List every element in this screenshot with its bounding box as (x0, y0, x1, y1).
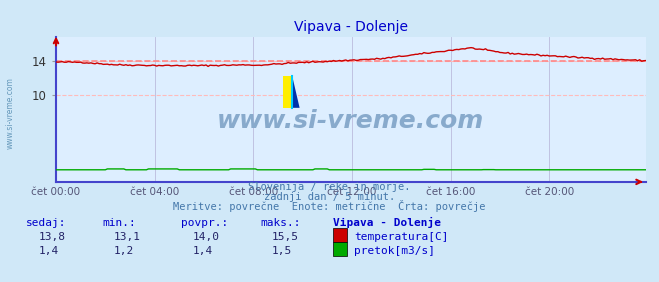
Polygon shape (292, 76, 300, 108)
Text: zadnji dan / 5 minut.: zadnji dan / 5 minut. (264, 192, 395, 202)
Text: www.si-vreme.com: www.si-vreme.com (5, 77, 14, 149)
Text: www.si-vreme.com: www.si-vreme.com (217, 109, 484, 133)
Text: povpr.:: povpr.: (181, 218, 229, 228)
Text: maks.:: maks.: (260, 218, 301, 228)
Text: 14,0: 14,0 (193, 232, 220, 242)
Text: Vipava - Dolenje: Vipava - Dolenje (333, 217, 441, 228)
Text: 1,4: 1,4 (38, 246, 59, 256)
Text: Slovenija / reke in morje.: Slovenija / reke in morje. (248, 182, 411, 191)
Text: 1,5: 1,5 (272, 246, 293, 256)
Text: temperatura[C]: temperatura[C] (354, 232, 448, 242)
Text: pretok[m3/s]: pretok[m3/s] (354, 246, 435, 256)
Text: min.:: min.: (102, 218, 136, 228)
Text: 13,8: 13,8 (38, 232, 65, 242)
Bar (283, 76, 292, 108)
Title: Vipava - Dolenje: Vipava - Dolenje (294, 20, 408, 34)
Text: 15,5: 15,5 (272, 232, 299, 242)
Text: 13,1: 13,1 (114, 232, 141, 242)
Text: sedaj:: sedaj: (26, 218, 67, 228)
Text: Meritve: povrečne  Enote: metrične  Črta: povrečje: Meritve: povrečne Enote: metrične Črta: … (173, 200, 486, 212)
Text: 1,4: 1,4 (193, 246, 214, 256)
Text: 1,2: 1,2 (114, 246, 134, 256)
